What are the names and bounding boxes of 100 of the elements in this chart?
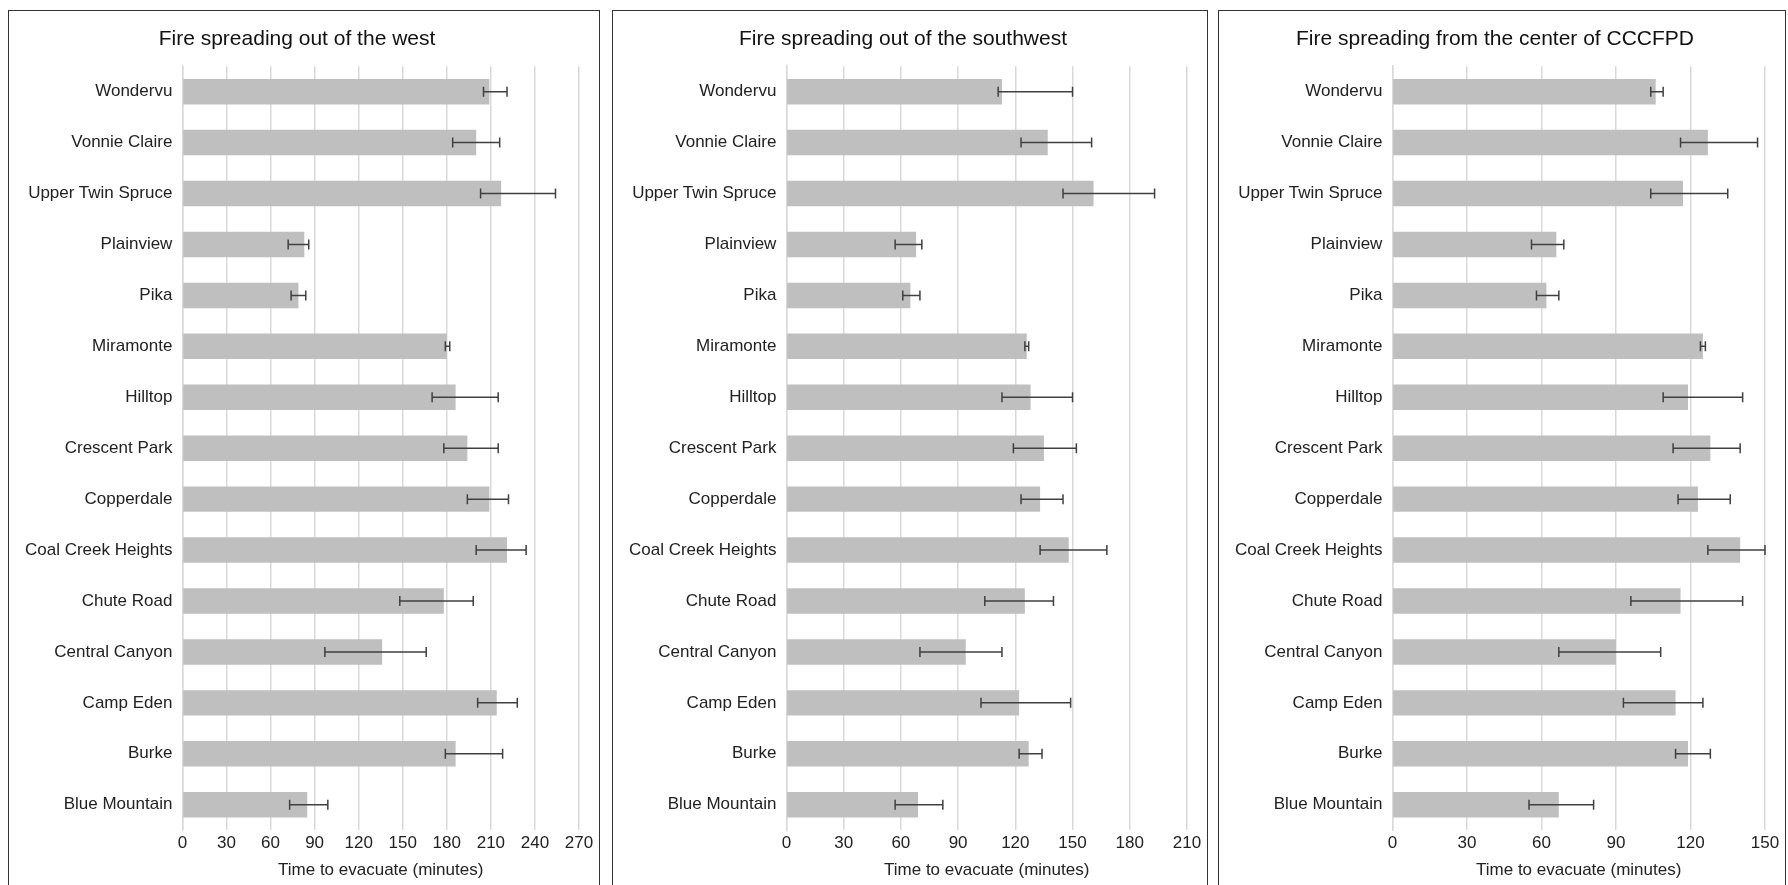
y-tick-label: Plainview [1310,234,1384,254]
x-tick-label: 90 [948,833,968,853]
x-tick-label: 180 [432,833,461,853]
y-tick-label: Vonnie Claire [1281,132,1383,152]
x-axis-title: Time to evacuate (minutes) [1476,860,1682,880]
bar [1393,282,1547,309]
chart-title: Fire spreading out of the southwest [738,26,1068,50]
y-tick-label: Plainview [100,234,174,254]
bar [183,690,497,716]
bar [183,282,299,309]
bar [183,537,508,563]
bar [787,333,1027,360]
x-tick-label: 120 [1676,833,1705,853]
y-tick-label: Burke [1337,743,1383,763]
bar [787,741,1029,767]
x-tick-label: 150 [1058,833,1087,853]
x-tick-label: 210 [1172,833,1202,853]
y-tick-label: Coal Creek Heights [1234,539,1383,559]
x-tick-label: 210 [476,833,506,853]
y-tick-label: Wondervu [95,81,173,101]
y-tick-label: Wondervu [1305,81,1383,101]
bar [787,537,1069,563]
x-tick-label: 270 [564,833,594,853]
x-tick-label: 150 [388,833,417,853]
x-tick-label: 150 [1750,833,1780,853]
y-tick-label: Burke [731,743,777,763]
x-tick-label: 0 [1387,833,1398,853]
bar [1393,384,1688,410]
y-tick-label: Miramonte [696,336,777,356]
x-tick-label: 30 [834,833,854,853]
x-tick-label: 60 [1531,833,1551,853]
bar [1393,639,1616,665]
bar [787,180,1094,207]
x-tick-label: 60 [261,833,280,853]
bar [1393,537,1741,563]
bar [1393,231,1557,258]
bar [1393,741,1688,767]
bar [183,78,490,105]
bar [183,180,502,207]
bar [183,639,383,665]
bar [787,384,1031,410]
y-tick-label: Central Canyon [658,641,777,661]
bar [787,129,1048,156]
bar [1393,690,1676,716]
x-tick-label: 120 [1001,833,1030,853]
bar [183,231,305,258]
y-tick-label: Crescent Park [1274,437,1383,457]
x-tick-label: 120 [344,833,373,853]
x-tick-label: 90 [305,833,325,853]
x-axis-title: Time to evacuate (minutes) [278,860,484,880]
bar [183,129,477,156]
y-tick-label: Miramonte [1302,336,1383,356]
bar [183,486,490,512]
bar [183,333,447,360]
x-tick-label: 60 [891,833,911,853]
y-tick-label: Crescent Park [64,437,173,457]
bar [183,588,444,614]
y-tick-label: Central Canyon [1264,641,1383,661]
y-tick-label: Copperdale [84,488,173,508]
y-tick-label: Chute Road [1291,590,1383,610]
x-tick-label: 0 [177,833,188,853]
bar [787,282,911,309]
y-tick-label: Blue Mountain [667,794,777,814]
x-tick-label: 30 [217,833,236,853]
y-tick-label: Hilltop [125,386,173,406]
y-tick-label: Camp Eden [1292,692,1383,712]
y-tick-label: Hilltop [729,386,777,406]
y-tick-label: Chute Road [81,590,173,610]
bar [1393,435,1711,461]
y-tick-label: Camp Eden [82,692,173,712]
bar [787,486,1041,512]
y-tick-label: Upper Twin Spruce [1238,183,1383,203]
y-tick-label: Vonnie Claire [71,132,173,152]
bar [183,741,456,767]
y-tick-label: Pika [1349,285,1383,305]
bar [787,792,919,818]
bar [1393,486,1698,512]
chart-title: Fire spreading out of the west [158,26,436,50]
chart-title: Fire spreading from the center of CCCFPD [1296,26,1694,50]
y-tick-label: Chute Road [685,590,777,610]
bar [1393,792,1559,818]
x-axis-title: Time to evacuate (minutes) [884,860,1090,880]
bar [1393,129,1708,156]
y-tick-label: Vonnie Claire [675,132,777,152]
y-tick-label: Hilltop [1335,386,1383,406]
y-tick-label: Copperdale [1294,488,1383,508]
x-tick-label: 90 [1606,833,1626,853]
x-tick-label: 240 [520,833,550,853]
bar [787,435,1044,461]
bar [183,384,456,410]
bar [1393,588,1681,614]
y-tick-label: Coal Creek Heights [628,539,777,559]
bar [1393,78,1656,105]
y-tick-label: Coal Creek Heights [24,539,173,559]
y-tick-label: Upper Twin Spruce [632,183,777,203]
bar [1393,333,1703,360]
y-tick-label: Central Canyon [54,641,173,661]
y-tick-label: Pika [743,285,777,305]
y-tick-label: Miramonte [92,336,173,356]
y-tick-label: Pika [139,285,173,305]
